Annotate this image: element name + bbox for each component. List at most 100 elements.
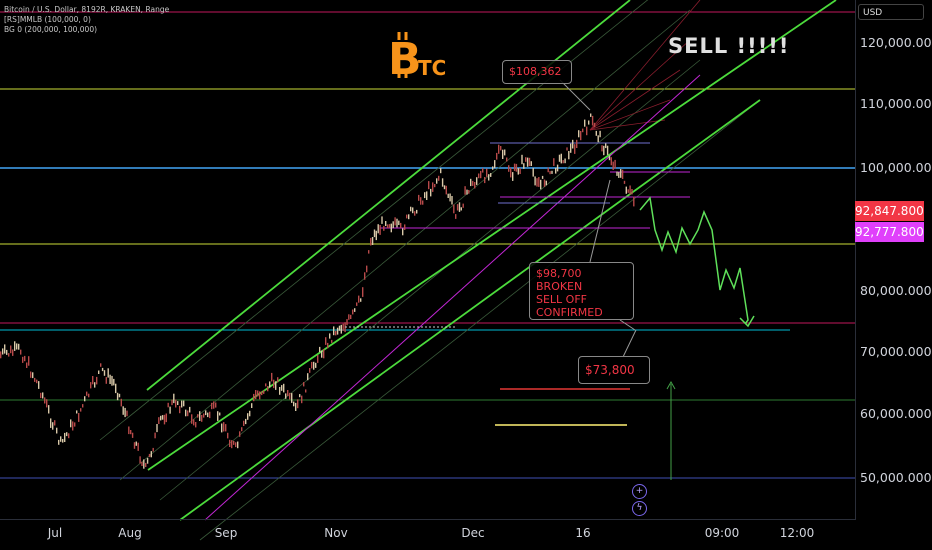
- candle: [460, 207, 462, 211]
- candle: [488, 174, 490, 181]
- candle: [371, 237, 374, 245]
- candle: [381, 216, 383, 224]
- candle: [44, 397, 46, 404]
- candle: [191, 414, 193, 424]
- candle: [375, 230, 377, 241]
- candle: [251, 403, 253, 408]
- candle: [247, 413, 249, 420]
- candle: [181, 400, 183, 408]
- candle: [447, 193, 449, 198]
- currency-selector[interactable]: USD: [858, 4, 924, 20]
- candle: [325, 337, 327, 345]
- candle: [441, 178, 444, 187]
- plus-circle-icon[interactable]: +: [632, 484, 647, 499]
- candle: [143, 459, 145, 469]
- candle: [8, 353, 10, 357]
- candle: [32, 372, 34, 379]
- candle: [146, 457, 149, 464]
- candle: [315, 362, 317, 368]
- candle: [358, 295, 360, 303]
- candle: [115, 383, 117, 394]
- candle: [52, 422, 54, 430]
- candle: [54, 420, 56, 426]
- candle: [360, 298, 362, 302]
- candle: [255, 390, 257, 400]
- candle: [566, 147, 568, 151]
- candle: [66, 432, 68, 437]
- candle: [627, 189, 629, 193]
- lightning-circle-icon[interactable]: ϟ: [632, 501, 647, 516]
- candle: [593, 122, 596, 128]
- price-tick: 60,000.000: [860, 406, 932, 421]
- indicator-line-1: [RS]MMLB (100,000, 0): [4, 15, 91, 24]
- candle: [490, 173, 492, 177]
- candle: [271, 372, 273, 382]
- candle: [562, 160, 564, 164]
- candle: [519, 168, 521, 174]
- candle: [42, 392, 44, 399]
- time-label: Jul: [47, 526, 63, 540]
- candle: [169, 406, 171, 414]
- candle: [205, 410, 207, 416]
- candle: [456, 204, 459, 211]
- candle: [379, 225, 381, 235]
- candle: [185, 409, 187, 417]
- price-tick: 100,000.000: [860, 160, 932, 175]
- candle: [177, 401, 179, 405]
- candle: [521, 154, 523, 165]
- candle: [22, 356, 24, 363]
- candle: [426, 191, 428, 200]
- candle: [221, 423, 223, 433]
- candle: [346, 319, 348, 326]
- candle: [141, 461, 143, 466]
- candle: [340, 324, 342, 334]
- candle: [528, 157, 531, 167]
- candle: [84, 396, 86, 402]
- magenta-trend-lines: [204, 74, 701, 521]
- green-arrowhead: [666, 380, 676, 390]
- candle: [92, 376, 94, 385]
- candle: [297, 399, 299, 409]
- candle: [480, 170, 482, 179]
- candle: [420, 197, 422, 205]
- candle: [203, 413, 205, 418]
- candle: [72, 421, 74, 431]
- candle: [267, 386, 269, 392]
- candle: [261, 391, 263, 396]
- candle: [455, 214, 457, 219]
- candle: [269, 381, 271, 388]
- candle: [631, 189, 633, 195]
- candle: [430, 188, 432, 197]
- candle: [105, 377, 107, 384]
- candle: [283, 383, 285, 393]
- candle: [468, 190, 470, 194]
- candle: [249, 410, 251, 417]
- candle: [70, 419, 72, 428]
- price-scale[interactable]: [855, 0, 932, 520]
- candle: [428, 181, 430, 190]
- candle: [476, 177, 478, 185]
- candle: [201, 415, 203, 422]
- candle: [131, 432, 134, 438]
- candle: [189, 406, 191, 413]
- candle: [307, 373, 309, 381]
- candle: [534, 176, 536, 186]
- candle: [434, 184, 436, 188]
- candle: [152, 447, 154, 452]
- candle: [605, 143, 607, 149]
- candle: [275, 381, 277, 390]
- candle: [574, 144, 576, 154]
- candle: [279, 387, 281, 395]
- candle: [148, 453, 151, 458]
- candle: [331, 339, 333, 343]
- time-label: 12:00: [779, 526, 815, 540]
- candle: [287, 390, 289, 397]
- candle: [303, 382, 305, 387]
- candle: [58, 439, 60, 445]
- candle: [366, 265, 368, 273]
- candle: [175, 399, 177, 408]
- candle: [449, 193, 451, 202]
- candle: [14, 341, 16, 351]
- candle: [28, 356, 30, 366]
